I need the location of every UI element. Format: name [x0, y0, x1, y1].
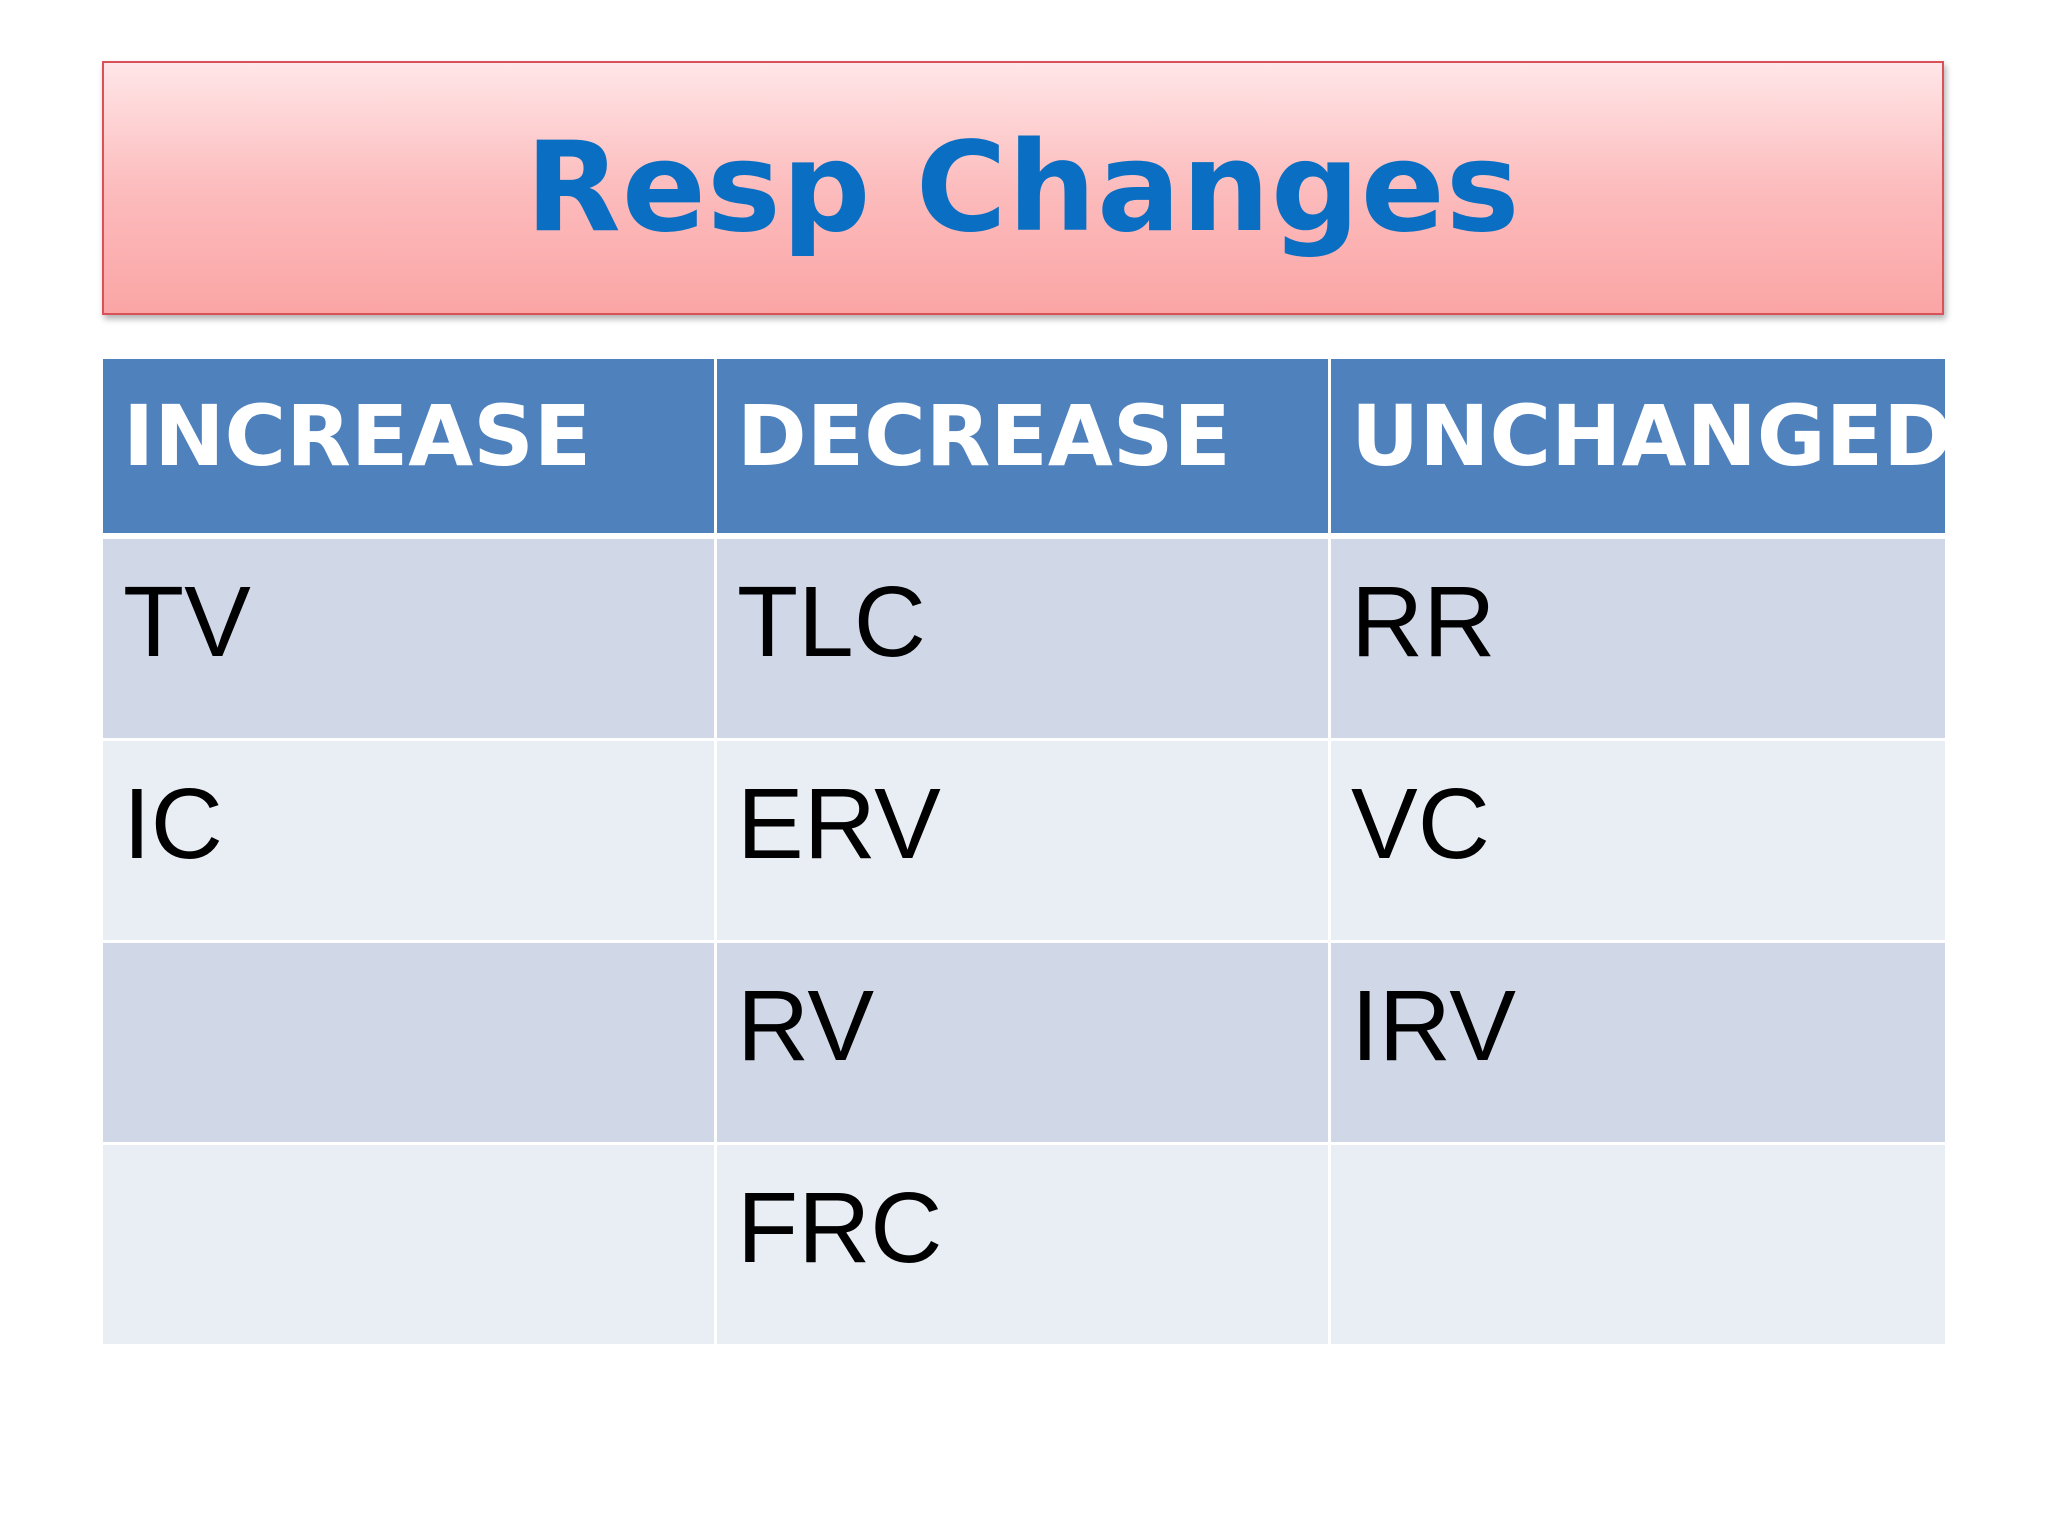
title: Resp Changes — [525, 116, 1521, 260]
table-cell: IRV — [1331, 943, 1945, 1145]
table-row: IC ERV VC — [103, 741, 1945, 943]
table-cell: IC — [103, 741, 717, 943]
table: INCREASE DECREASE UNCHANGED TV TLC RR IC ERV VC R… — [103, 359, 1953, 1347]
table-cell — [103, 943, 717, 1145]
table-cell: FRC — [717, 1145, 1331, 1347]
table-row: FRC — [103, 1145, 1945, 1347]
header-cell: INCREASE — [103, 359, 717, 539]
table-cell: ERV — [717, 741, 1331, 943]
title-banner: Resp Changes — [102, 61, 1944, 315]
table-cell: RV — [717, 943, 1331, 1145]
table-cell: RR — [1331, 539, 1945, 741]
table-cell — [103, 1145, 717, 1347]
table-cell: TLC — [717, 539, 1331, 741]
table-cell: VC — [1331, 741, 1945, 943]
table-row: TV TLC RR — [103, 539, 1945, 741]
header-cell: DECREASE — [717, 359, 1331, 539]
header-row: INCREASE DECREASE UNCHANGED — [103, 359, 1953, 539]
table-cell: TV — [103, 539, 717, 741]
header-cell: UNCHANGED — [1331, 359, 1953, 539]
table-row: RV IRV — [103, 943, 1945, 1145]
table-cell — [1331, 1145, 1945, 1347]
